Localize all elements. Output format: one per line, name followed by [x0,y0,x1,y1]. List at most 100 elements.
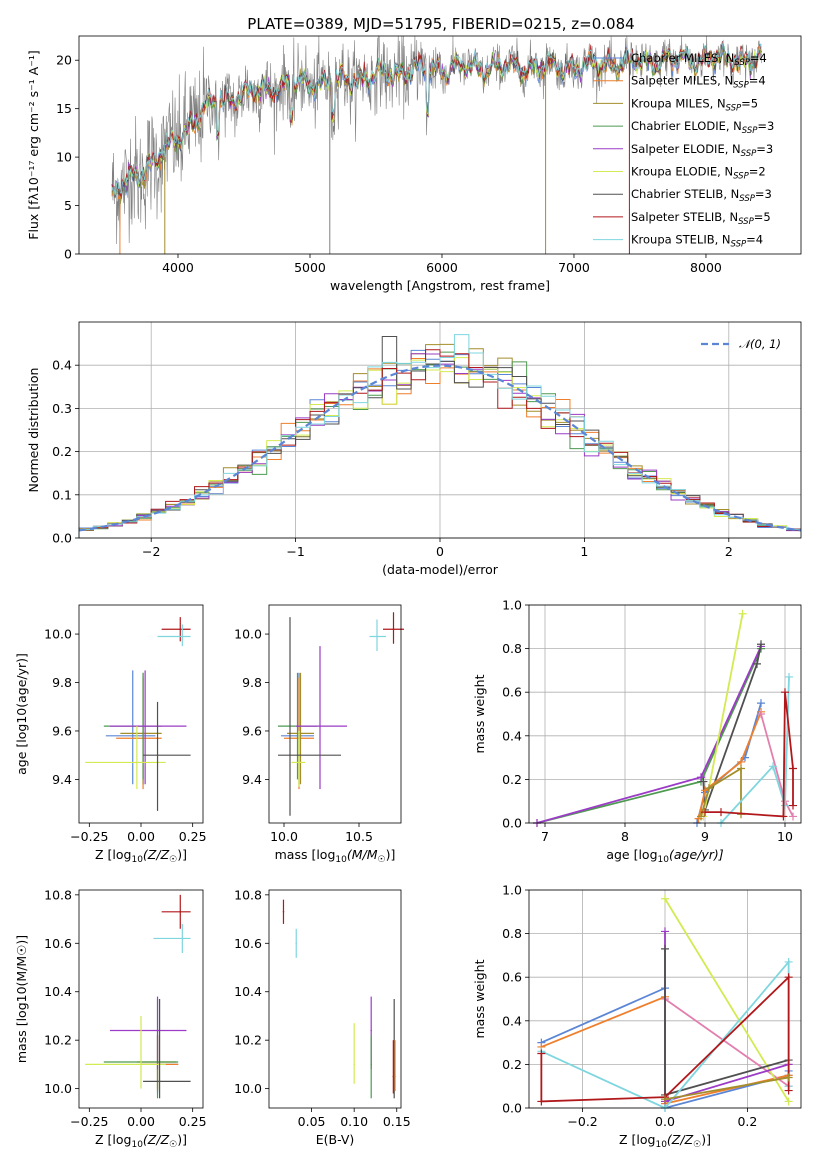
weight-line [700,766,742,817]
weight-marker [784,1073,793,1082]
weight-marker [737,764,745,773]
x-tick-label: −0.25 [70,829,108,844]
weight-line [702,613,744,817]
x-tick-label: 8 [621,829,629,844]
x-tick-label: 1 [580,544,588,559]
y-tick-label: 10.8 [44,887,72,902]
legend-label: 𝒩(0, 1) [739,337,781,351]
axes-frame [528,604,802,824]
y-tick-label: 9.6 [52,723,72,738]
legend-label: Salpeter STELIB, NSSP=5 [631,210,771,227]
x-tick-label: −2 [142,544,160,559]
y-axis-label: Flux [fλ10⁻¹⁷ erg cm⁻² s⁻¹ A⁻¹] [26,50,41,239]
weight-line [697,711,762,819]
weight-marker [789,801,797,810]
x-tick-label: −1 [286,544,304,559]
spectrum-panel: 4000 5000 6000 7000 8000 0 5 10 15 20 wavelength [… [26,34,802,293]
weight-line [664,1076,789,1101]
y-tick-label: 0.6 [502,685,522,700]
x-tick-label: 10 [777,829,793,844]
age-weight-panel: 7 8 9 10 0.0 0.2 0.4 0.6 0.8 1.0 age [log10(age/yr… [472,598,802,865]
weight-marker [785,672,793,681]
x-tick-label: 0.00 [127,1114,155,1129]
y-tick-label: 9.8 [242,675,262,690]
x-tick-label: −0.25 [70,1114,108,1129]
model-spectrum-line [111,39,762,197]
y-tick-label: 1.0 [502,883,522,898]
weight-line [664,931,789,1103]
legend-label: Chabrier ELODIE, NSSP=3 [631,119,774,136]
weight-marker [784,973,793,982]
weight-marker [757,640,765,649]
data-point [370,1063,372,1066]
data-point [298,761,300,764]
x-tick-label: 0.10 [340,1114,368,1129]
y-tick-label: 10 [56,150,72,165]
weight-line [720,676,790,824]
data-point [370,1029,372,1032]
axes-frame [528,889,802,1109]
weight-marker [781,688,789,697]
axes-frame [78,321,802,539]
metallicity-age-panel: −0.25 0.00 0.25 9.4 9.6 9.8 10.0 Z [log10(Z/Z☉)… [14,604,207,865]
data-point [282,911,285,913]
data-point [353,1063,355,1066]
x-tick-label: 7 [541,829,549,844]
axes-frame [78,604,204,824]
data-point [179,628,182,631]
x-axis-label: Z [log10(Z/Z☉)] [95,1132,187,1150]
y-axis-label: mass [log10(M/M☉)] [14,935,29,1063]
y-tick-label: 10.2 [234,1033,262,1048]
y-tick-label: 0.1 [52,487,72,502]
y-axis-label: mass weight [472,674,487,753]
legend-label: Chabrier MILES, NSSP=4 [631,51,767,68]
y-tick-label: 9.6 [242,723,262,738]
metallicity-mass-panel: −0.25 0.00 0.25 10.0 10.2 10.4 10.6 10.8 Z [log1… [14,887,207,1150]
weight-line [664,898,790,1102]
weight-marker [789,812,797,821]
legend-label: Kroupa ELODIE, NSSP=2 [631,165,766,182]
y-tick-label: 10.0 [234,1081,262,1096]
axes-frame [268,889,402,1109]
x-tick-label: 10.5 [345,829,373,844]
x-axis-label: Z [log10(Z/Z☉)] [619,1132,711,1150]
weight-marker [789,764,797,773]
x-tick-label: 0.15 [383,1114,411,1129]
data-point [289,754,291,756]
x-tick-label: 6000 [426,260,458,275]
residuals-panel: −2 −1 0 1 2 0.0 0.1 0.2 0.3 0.4 (data-model)/error… [26,321,802,577]
weight-marker [784,1086,793,1095]
weight-marker [717,808,725,817]
x-tick-label: 10.0 [270,829,298,844]
weight-line [664,998,790,1087]
legend-label: Kroupa STELIB, NSSP=4 [631,233,763,250]
x-tick-label: 0.0 [655,1114,675,1129]
x-tick-label: 0.25 [179,1114,207,1129]
y-tick-label: 10.6 [44,936,72,951]
data-point [295,942,298,945]
data-point [392,628,395,631]
y-tick-label: 0.2 [502,1057,522,1072]
weight-marker [738,609,747,618]
x-tick-label: 0.2 [737,1114,757,1129]
y-tick-label: 0.0 [502,1101,522,1116]
y-tick-label: 9.4 [242,772,262,787]
y-tick-label: 20 [56,53,72,68]
data-point [394,1075,396,1078]
data-point [392,1075,395,1078]
x-tick-label: 7000 [558,260,590,275]
x-tick-label: 0.25 [179,829,207,844]
y-tick-label: 9.4 [52,772,72,787]
x-tick-label: 0.05 [298,1114,326,1129]
y-tick-label: 10.4 [234,984,262,999]
mass-age-panel: 10.0 10.5 9.4 9.6 9.8 10.0 mass [log10(M/M☉)] [234,604,404,865]
weight-line [536,646,762,824]
axes-frame [268,604,402,824]
y-tick-label: 10.2 [44,1033,72,1048]
x-tick-label: 2 [725,544,733,559]
weight-marker [661,927,669,936]
y-tick-label: 5 [64,198,72,213]
data-point [181,937,184,940]
axes-frame [78,889,204,1109]
